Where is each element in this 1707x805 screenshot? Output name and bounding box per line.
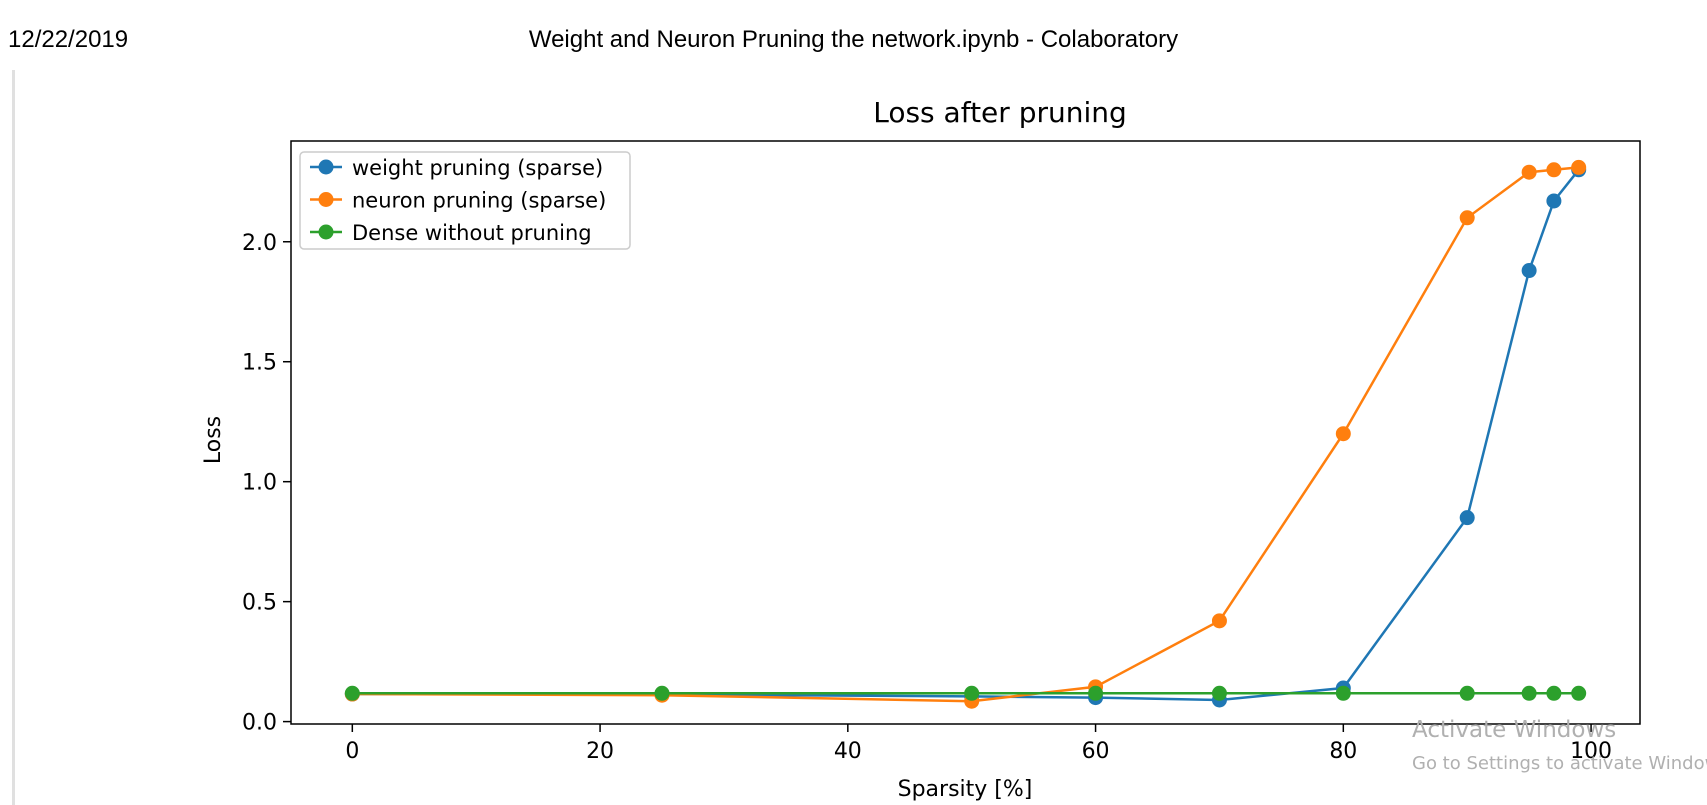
data-point bbox=[1571, 159, 1587, 175]
data-point bbox=[1088, 685, 1104, 701]
legend: weight pruning (sparse) neuron pruning (s… bbox=[299, 151, 631, 250]
data-point bbox=[1546, 193, 1562, 209]
data-point bbox=[1521, 263, 1537, 279]
legend-item: weight pruning (sparse) bbox=[310, 156, 603, 180]
activate-windows-subtitle: Go to Settings to activate Windows. bbox=[1412, 753, 1707, 774]
series-line bbox=[352, 166, 1579, 703]
x-tick-label: 60 bbox=[1082, 739, 1110, 764]
legend-item: Dense without pruning bbox=[310, 221, 592, 245]
x-tick-label: 20 bbox=[586, 739, 614, 764]
data-point bbox=[654, 685, 670, 701]
data-point bbox=[1211, 685, 1227, 701]
data-point bbox=[1211, 613, 1227, 629]
x-tick-label: 80 bbox=[1329, 739, 1357, 764]
legend-marker bbox=[318, 192, 334, 207]
y-tick-label: 1.0 bbox=[242, 471, 277, 496]
y-axis-label: Loss bbox=[201, 416, 226, 464]
legend-label: weight pruning (sparse) bbox=[352, 156, 603, 180]
legend-frame bbox=[299, 151, 631, 250]
y-axis: 0.0 0.5 1.0 1.5 2.0 bbox=[242, 231, 291, 736]
print-header: 12/22/2019 Weight and Neuron Pruning the… bbox=[0, 0, 1707, 80]
y-tick-label: 1.5 bbox=[242, 351, 277, 376]
legend-item: neuron pruning (sparse) bbox=[310, 189, 606, 213]
notebook-cell-gutter bbox=[12, 70, 15, 805]
x-axis: 0 20 40 60 80 100 bbox=[345, 724, 1612, 764]
legend-marker bbox=[318, 159, 334, 175]
data-point bbox=[964, 685, 980, 701]
data-point bbox=[1546, 685, 1562, 701]
data-point bbox=[1459, 210, 1475, 226]
data-point bbox=[1335, 426, 1351, 442]
data-point bbox=[1521, 685, 1537, 701]
x-axis-label: Sparsity [%] bbox=[898, 777, 1033, 802]
data-point bbox=[1546, 162, 1562, 178]
y-tick-label: 2.0 bbox=[242, 231, 277, 256]
data-point bbox=[1335, 685, 1351, 701]
series-layer bbox=[344, 159, 1587, 709]
x-tick-label: 100 bbox=[1570, 739, 1612, 764]
chart-title: Loss after pruning bbox=[873, 96, 1127, 129]
series-3 bbox=[344, 685, 1587, 701]
data-point bbox=[1521, 164, 1537, 180]
data-point bbox=[1459, 510, 1475, 526]
y-tick-label: 0.0 bbox=[242, 711, 277, 736]
legend-marker bbox=[318, 224, 334, 240]
print-title: Weight and Neuron Pruning the network.ip… bbox=[528, 26, 1179, 53]
data-point bbox=[344, 685, 360, 701]
print-date: 12/22/2019 bbox=[8, 26, 129, 53]
y-tick-label: 0.5 bbox=[242, 591, 277, 616]
data-point bbox=[1571, 685, 1587, 701]
activate-windows-title: Activate Windows bbox=[1412, 717, 1617, 743]
x-tick-label: 40 bbox=[834, 739, 862, 764]
data-point bbox=[1459, 685, 1475, 701]
x-tick-label: 0 bbox=[345, 739, 359, 764]
legend-label: Dense without pruning bbox=[352, 221, 592, 245]
legend-label: neuron pruning (sparse) bbox=[352, 189, 606, 213]
